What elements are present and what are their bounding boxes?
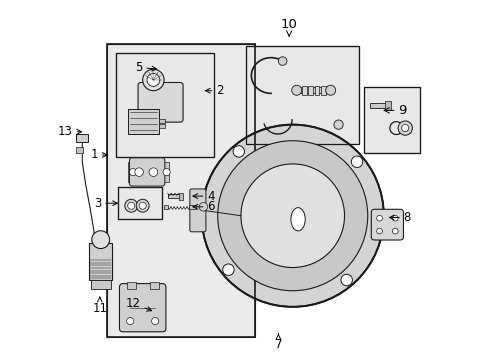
Text: 9: 9: [384, 104, 406, 117]
Circle shape: [135, 168, 143, 176]
FancyBboxPatch shape: [189, 189, 205, 232]
Circle shape: [142, 69, 164, 91]
Circle shape: [147, 73, 160, 86]
Text: 13: 13: [58, 125, 81, 138]
Text: 2: 2: [205, 84, 223, 97]
FancyBboxPatch shape: [129, 158, 164, 186]
Bar: [364, 87, 419, 153]
Circle shape: [376, 228, 382, 234]
Bar: [307, 86, 312, 95]
Text: 4: 4: [193, 190, 214, 203]
Bar: [164, 204, 168, 209]
Circle shape: [136, 199, 149, 212]
Bar: [118, 187, 162, 219]
Bar: [116, 53, 214, 157]
Text: 11: 11: [92, 297, 107, 315]
Text: 10: 10: [280, 18, 297, 36]
Circle shape: [350, 156, 362, 167]
Bar: [128, 109, 159, 134]
Circle shape: [126, 318, 134, 325]
Bar: [364, 87, 419, 153]
Bar: [246, 46, 358, 144]
Circle shape: [376, 215, 382, 221]
Circle shape: [391, 215, 397, 221]
Bar: [300, 87, 326, 93]
Circle shape: [129, 168, 136, 176]
Text: 3: 3: [94, 197, 117, 210]
Bar: [76, 134, 88, 143]
Circle shape: [401, 125, 408, 132]
Circle shape: [325, 85, 335, 95]
Text: 8: 8: [388, 211, 410, 224]
FancyBboxPatch shape: [119, 284, 165, 332]
Circle shape: [278, 57, 286, 66]
Bar: [167, 194, 182, 198]
Bar: [384, 101, 390, 110]
Circle shape: [333, 120, 343, 129]
Bar: [107, 44, 255, 337]
Circle shape: [124, 199, 138, 212]
Bar: [189, 205, 195, 208]
Text: 1: 1: [90, 148, 107, 162]
Circle shape: [340, 274, 352, 286]
Circle shape: [199, 203, 207, 211]
Bar: [107, 44, 255, 337]
Bar: [179, 193, 183, 200]
Circle shape: [139, 202, 146, 209]
Circle shape: [391, 228, 397, 234]
Circle shape: [92, 231, 109, 249]
FancyBboxPatch shape: [370, 209, 403, 240]
FancyBboxPatch shape: [138, 82, 183, 122]
Text: 7: 7: [274, 334, 282, 351]
Circle shape: [149, 168, 157, 176]
Bar: [89, 243, 112, 280]
Bar: [314, 86, 319, 95]
Circle shape: [217, 141, 367, 291]
Circle shape: [127, 202, 135, 209]
Bar: [162, 162, 168, 182]
Circle shape: [201, 125, 383, 307]
Bar: [159, 118, 165, 123]
Circle shape: [397, 121, 411, 135]
Circle shape: [222, 264, 234, 275]
Bar: [76, 147, 83, 153]
Text: 5: 5: [135, 61, 156, 74]
Bar: [320, 86, 325, 95]
Circle shape: [151, 318, 159, 325]
Circle shape: [163, 168, 170, 176]
Bar: [116, 53, 214, 157]
Bar: [126, 282, 135, 289]
Ellipse shape: [290, 208, 305, 231]
Bar: [159, 124, 165, 128]
Bar: [128, 162, 135, 182]
Text: 12: 12: [125, 297, 151, 311]
Bar: [118, 187, 162, 219]
Bar: [246, 46, 358, 144]
Circle shape: [291, 85, 301, 95]
Bar: [91, 280, 110, 289]
Circle shape: [241, 164, 344, 267]
Bar: [369, 103, 388, 108]
Text: 6: 6: [193, 200, 214, 213]
Bar: [149, 282, 159, 289]
Bar: [302, 86, 306, 95]
Circle shape: [233, 146, 244, 157]
